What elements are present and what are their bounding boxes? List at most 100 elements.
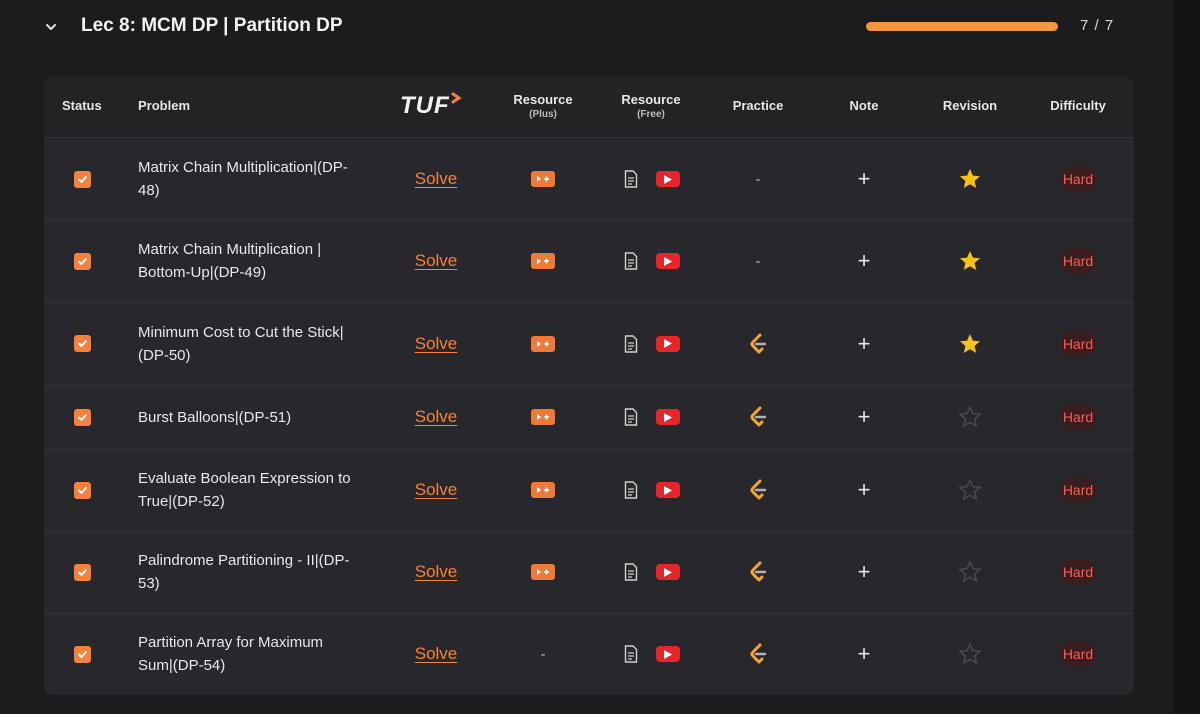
add-note-button[interactable]: + (857, 559, 871, 584)
plus-video-icon[interactable] (531, 482, 555, 498)
problem-title-line-1: Minimum Cost to Cut the Stick| (138, 323, 344, 341)
practice-placeholder: - (755, 170, 761, 188)
difficulty-cell: Hard (1048, 641, 1108, 667)
article-icon[interactable] (624, 252, 638, 270)
article-icon[interactable] (624, 170, 638, 188)
solve-link[interactable]: Solve (414, 407, 458, 426)
resource-free-cell (620, 169, 684, 189)
problem-title-line-2: (DP-50) (138, 346, 191, 364)
resource-plus-cell (523, 407, 563, 427)
difficulty-badge: Hard (1059, 477, 1097, 503)
plus-video-icon[interactable] (531, 171, 555, 187)
resource-free-cell (620, 480, 684, 500)
solve-link[interactable]: Solve (414, 562, 458, 581)
header-practice: Practice (732, 98, 784, 113)
status-checkbox-cell (74, 408, 91, 426)
article-icon[interactable] (624, 481, 638, 499)
solve-cell: Solve (396, 249, 476, 273)
add-note-button[interactable]: + (857, 641, 871, 666)
resource-plus-cell (523, 169, 563, 189)
article-icon[interactable] (624, 645, 638, 663)
youtube-icon[interactable] (656, 564, 680, 580)
leetcode-icon[interactable] (747, 560, 769, 584)
difficulty-cell: Hard (1048, 166, 1108, 192)
plus-video-icon[interactable] (531, 335, 555, 352)
youtube-icon[interactable] (656, 482, 680, 498)
plus-video-icon[interactable] (531, 253, 555, 269)
difficulty-badge: Hard (1059, 330, 1097, 357)
star-outline-icon[interactable] (958, 405, 982, 429)
difficulty-cell: Hard (1048, 330, 1108, 357)
problem-title-line-1: Matrix Chain Multiplication | (138, 241, 322, 258)
youtube-icon[interactable] (656, 646, 680, 662)
youtube-icon[interactable] (656, 253, 680, 269)
add-note-button[interactable]: + (857, 248, 871, 273)
solve-link[interactable]: Solve (414, 169, 458, 188)
problem-title: Partition Array for Maximum Sum|(DP-54) (138, 631, 378, 677)
revision-cell (950, 560, 990, 584)
solve-link[interactable]: Solve (414, 251, 458, 270)
status-checkbox[interactable] (74, 563, 91, 581)
resource-free-cell (620, 334, 684, 354)
article-icon[interactable] (624, 408, 638, 426)
leetcode-icon[interactable] (747, 642, 769, 666)
problem-title: Minimum Cost to Cut the Stick| (DP-50) (138, 321, 378, 367)
section-header[interactable]: Lec 8: MCM DP | Partition DP 7 / 7 (0, 0, 1174, 54)
resource-plus-placeholder: - (540, 645, 546, 663)
problems-table: Status Problem TUF Resource (Plus) Resou… (44, 76, 1134, 695)
tuf-logo: TUF (400, 92, 463, 120)
problem-title-line-2: True|(DP-52) (138, 493, 225, 510)
header-note: Note (849, 98, 879, 113)
star-outline-icon[interactable] (958, 478, 982, 502)
chevron-down-icon[interactable] (44, 20, 58, 34)
status-checkbox[interactable] (74, 408, 91, 426)
youtube-icon[interactable] (656, 409, 680, 425)
status-checkbox[interactable] (74, 645, 91, 663)
problem-title: Evaluate Boolean Expression to True|(DP-… (138, 467, 378, 513)
practice-cell: - (738, 167, 778, 191)
leetcode-icon[interactable] (747, 405, 769, 429)
solve-link[interactable]: Solve (414, 480, 458, 499)
table-row: Minimum Cost to Cut the Stick| (DP-50) S… (44, 302, 1134, 386)
add-note-button[interactable]: + (857, 330, 871, 356)
scrollbar-track[interactable] (1174, 0, 1200, 714)
add-note-button[interactable]: + (857, 404, 871, 429)
leetcode-icon[interactable] (747, 478, 769, 502)
header-resource-free: Resource (Free) (621, 92, 681, 120)
status-checkbox-cell (74, 170, 91, 188)
difficulty-badge: Hard (1059, 166, 1097, 192)
resource-free-cell (620, 407, 684, 427)
table-row: Palindrome Partitioning - II|(DP- 53) So… (44, 531, 1134, 614)
status-checkbox[interactable] (74, 335, 91, 352)
add-note-button[interactable]: + (857, 477, 871, 502)
tuf-logo-text: TUF (400, 92, 450, 119)
star-outline-icon[interactable] (958, 560, 982, 584)
article-icon[interactable] (624, 563, 638, 581)
note-cell: + (844, 249, 884, 273)
status-checkbox[interactable] (74, 170, 91, 188)
plus-video-icon[interactable] (531, 409, 555, 425)
difficulty-badge: Hard (1059, 559, 1097, 585)
star-outline-icon[interactable] (958, 642, 982, 666)
youtube-icon[interactable] (656, 171, 680, 187)
leetcode-icon[interactable] (747, 332, 769, 356)
solve-link[interactable]: Solve (414, 644, 458, 663)
tuf-arrow-icon (451, 92, 462, 104)
note-cell: + (844, 560, 884, 584)
star-filled-icon[interactable] (958, 167, 982, 191)
star-filled-icon[interactable] (958, 332, 982, 356)
status-checkbox[interactable] (74, 481, 91, 499)
resource-plus-cell (523, 480, 563, 500)
resource-free-cell (620, 251, 684, 271)
solve-link[interactable]: Solve (414, 333, 458, 353)
youtube-icon[interactable] (656, 335, 680, 352)
add-note-button[interactable]: + (857, 166, 871, 191)
status-checkbox[interactable] (74, 252, 91, 270)
status-checkbox-cell (74, 252, 91, 270)
article-icon[interactable] (624, 334, 638, 353)
note-cell: + (844, 167, 884, 191)
plus-video-icon[interactable] (531, 564, 555, 580)
star-filled-icon[interactable] (958, 249, 982, 273)
resource-free-cell (620, 644, 684, 664)
difficulty-badge: Hard (1059, 248, 1097, 274)
